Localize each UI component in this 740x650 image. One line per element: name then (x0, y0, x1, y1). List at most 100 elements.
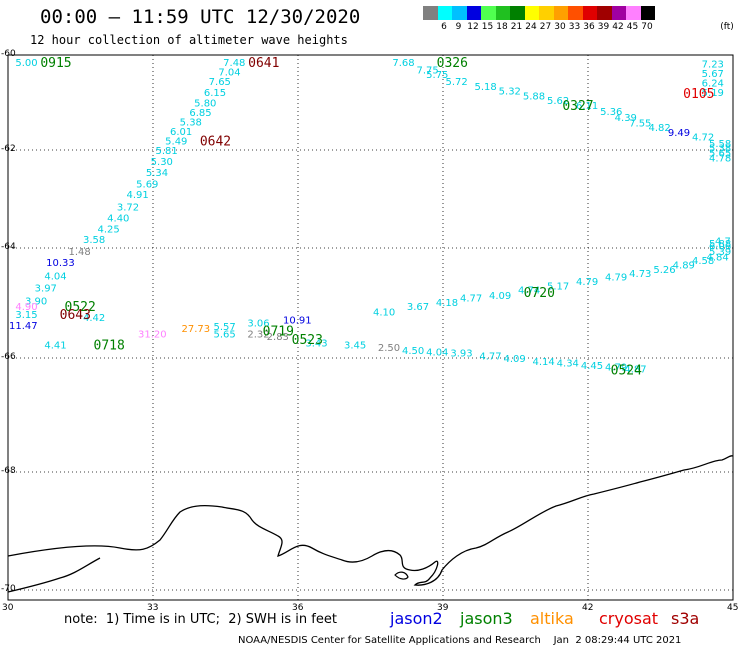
swh-value: 4.79 (605, 273, 627, 284)
swh-value: 4.91 (127, 190, 149, 201)
swh-value: 5.30 (151, 157, 173, 168)
swh-value: 9.49 (668, 128, 690, 139)
colorbar-label: 6 (441, 22, 447, 32)
swh-value: 4.14 (533, 357, 555, 368)
colorbar-swatch (640, 6, 655, 20)
coastline-inlet (7, 557, 101, 593)
swh-value: 4.74 (518, 285, 540, 296)
colorbar-label: 39 (597, 22, 610, 32)
swh-value: 4.90 (15, 302, 37, 313)
swh-value: 4.41 (44, 340, 66, 351)
colorbar-swatch (466, 6, 481, 20)
swh-value: 6.24 (702, 79, 724, 90)
swh-value: 2.83 (267, 332, 289, 343)
colorbar-swatch (495, 6, 510, 20)
swh-value: 7.48 (223, 58, 245, 69)
swh-value: 4.39 (615, 113, 637, 124)
swh-value: 4.77 (479, 351, 501, 362)
swh-value: 4.18 (436, 298, 458, 309)
swh-value: 4.84 (707, 252, 729, 263)
colorbar-label: 33 (568, 22, 581, 32)
swh-value: 3.90 (25, 296, 47, 307)
swh-value: 5.88 (709, 239, 731, 250)
pass-time-label: 0105 (683, 87, 714, 102)
satellite-s3a: s3a (671, 609, 700, 628)
swh-value: 4.45 (581, 361, 603, 372)
pass-time-label: 0524 (611, 363, 642, 378)
colorbar-label: 36 (583, 22, 595, 32)
swh-value: 5.80 (194, 99, 216, 110)
colorbar-swatch (510, 6, 525, 20)
pass-time-label: 0522 (65, 300, 96, 315)
satellite-altika: altika (530, 609, 574, 628)
swh-value: 10.33 (46, 258, 75, 269)
pass-time-label: 0523 (292, 333, 323, 348)
swh-value: 5.00 (15, 58, 37, 69)
pass-time-label: 0719 (263, 325, 294, 340)
colorbar-swatch (582, 6, 597, 20)
swh-value: 5.34 (146, 168, 168, 179)
colorbar-label: 45 (626, 22, 639, 32)
swh-value: 3.93 (450, 349, 472, 360)
pass-time-label: 0641 (248, 56, 279, 71)
colorbar-label: 24 (525, 22, 537, 32)
swh-value: 4.04 (44, 272, 66, 283)
swh-value: 7.65 (209, 77, 231, 88)
swh-value: 4.09 (504, 354, 526, 365)
swh-value: 5.32 (499, 87, 521, 98)
x-tick-label: 45 (727, 603, 739, 613)
swh-value: 4.78 (709, 153, 731, 164)
colorbar-label: 30 (554, 22, 566, 32)
colorbar-swatch (553, 6, 568, 20)
swh-value: 5.69 (136, 179, 158, 190)
swh-value: 27.73 (182, 324, 211, 335)
swh-value: 5.19 (702, 88, 724, 99)
pass-time-label: 0642 (200, 135, 231, 150)
colorbar-swatch (481, 6, 496, 20)
swh-value: 5.67 (702, 69, 724, 80)
swh-value: 7.04 (218, 68, 240, 79)
satellite-jason2: jason2 (390, 609, 443, 628)
swh-value: 2.50 (378, 343, 400, 354)
colorbar-label: 21 (510, 22, 523, 32)
pass-time-label: 0720 (524, 286, 555, 301)
colorbar-label: 9 (455, 22, 462, 32)
y-tick-label: -60 (1, 49, 16, 59)
y-tick-label: -64 (1, 242, 16, 252)
swh-value: 5.17 (547, 281, 569, 292)
swh-value: 6.11 (576, 101, 598, 112)
colorbar-swatch (423, 6, 438, 20)
swh-value: 3.72 (117, 202, 139, 213)
swh-value: 5.39 (709, 247, 731, 258)
swh-value: 5.57 (214, 322, 236, 333)
swh-value: 31.20 (138, 329, 167, 340)
swh-value: 3.45 (344, 340, 366, 351)
swh-value: 5.65 (709, 148, 731, 159)
colorbar-unit: (ft) (720, 22, 734, 32)
swh-value: 1.48 (69, 247, 91, 258)
swh-value: 7.75 (417, 65, 439, 76)
x-tick-label: 39 (437, 603, 449, 613)
swh-value: 3.67 (407, 302, 429, 313)
swh-value: 3.97 (35, 284, 57, 295)
swh-value: 5.72 (446, 77, 468, 88)
swh-value: 4.10 (373, 307, 395, 318)
swh-value: 6.15 (204, 88, 226, 99)
swh-value: 4.77 (460, 294, 482, 305)
x-tick-label: 33 (147, 603, 159, 613)
map-frame (7, 54, 734, 601)
swh-value: 4.58 (692, 256, 714, 267)
y-tick-label: -70 (1, 584, 16, 594)
colorbar-swatch (452, 6, 467, 20)
swh-value: 5.81 (156, 146, 178, 157)
swh-value: 4.72 (692, 133, 714, 144)
swh-value: 5.65 (214, 329, 236, 340)
page-title: 00:00 – 11:59 UTC 12/30/2020 (40, 6, 361, 28)
x-tick-label: 30 (2, 603, 14, 613)
map-labels: 5.00 7.487.047.656.155.806.855.386.015.49… (9, 56, 731, 378)
swh-value: 6.85 (189, 108, 211, 119)
pass-time-label: 0718 (94, 338, 125, 353)
swh-value: 6.01 (170, 127, 192, 138)
swh-value: 5.58 (709, 139, 731, 150)
swh-value: 4.89 (673, 261, 695, 272)
